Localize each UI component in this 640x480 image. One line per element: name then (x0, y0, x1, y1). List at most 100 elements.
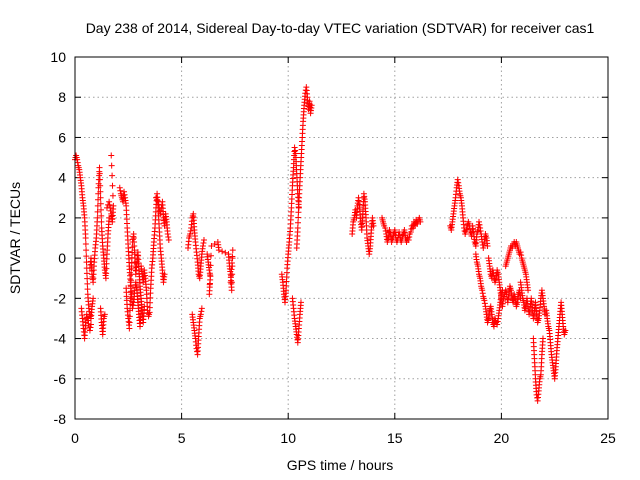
point-cluster-seg-n (289, 295, 304, 346)
data-point (291, 144, 298, 151)
data-point (94, 208, 101, 215)
data-point (84, 275, 91, 282)
data-point (494, 318, 501, 325)
data-point (382, 224, 389, 231)
data-point (199, 243, 206, 250)
data-point (194, 348, 201, 355)
data-point (481, 300, 488, 307)
data-point (96, 170, 103, 177)
data-point (494, 321, 501, 328)
data-point (96, 164, 103, 171)
data-point (106, 198, 113, 205)
data-point (187, 230, 194, 237)
data-point (165, 233, 172, 240)
point-cluster-seg-j (184, 210, 207, 282)
data-point (108, 152, 115, 159)
data-point (479, 290, 486, 297)
data-point (229, 247, 236, 254)
x-axis-label: GPS time / hours (287, 457, 394, 473)
data-point (97, 188, 104, 195)
data-point (84, 317, 91, 324)
data-point (110, 202, 117, 209)
data-point (83, 253, 90, 260)
data-point (94, 214, 101, 221)
data-point (297, 299, 304, 306)
data-point (84, 314, 91, 321)
data-point (198, 305, 205, 312)
y-tick-label: 0 (58, 250, 66, 266)
data-point (101, 311, 108, 318)
data-point (130, 302, 137, 309)
y-tick-label: 6 (58, 129, 66, 145)
y-tick-label: 10 (50, 49, 66, 65)
data-point (455, 179, 462, 186)
data-point (454, 176, 461, 183)
x-tick-label: 15 (387, 430, 403, 446)
data-point (480, 242, 487, 249)
y-tick-label: -4 (54, 331, 67, 347)
data-point (228, 287, 235, 294)
data-point (484, 243, 491, 250)
x-tick-labels: 0 5 10 15 20 25 (71, 430, 616, 446)
data-point (207, 272, 214, 279)
data-point (208, 243, 215, 250)
data-point (84, 286, 91, 293)
data-point (477, 224, 484, 231)
data-point (525, 287, 532, 294)
point-cluster-seg-c (86, 164, 113, 286)
x-tick-label: 20 (494, 430, 510, 446)
data-point (127, 295, 134, 302)
data-point (83, 247, 90, 254)
point-cluster-seg-o (293, 84, 315, 252)
x-tick-label: 10 (280, 430, 296, 446)
data-point (84, 280, 91, 287)
data-point (227, 279, 234, 286)
point-cluster-seg-p (349, 190, 377, 258)
data-point (83, 311, 90, 318)
data-point (127, 289, 134, 296)
data-point (97, 200, 104, 207)
data-point (74, 159, 81, 166)
data-point (83, 270, 90, 277)
data-point (164, 230, 171, 237)
data-point (228, 266, 235, 273)
data-point (108, 162, 115, 169)
data-point (206, 281, 213, 288)
data-point (481, 297, 488, 304)
point-cluster-seg-g (123, 230, 148, 332)
data-point (109, 192, 116, 199)
x-tick-label: 25 (600, 430, 616, 446)
data-point (480, 245, 487, 252)
data-point (219, 248, 226, 255)
point-cluster-seg-x (543, 299, 569, 382)
y-axis-label: SDTVAR / TECUs (7, 182, 23, 294)
data-point (405, 237, 412, 244)
data-point (87, 321, 94, 328)
data-point (295, 204, 302, 211)
point-cluster-seg-e (103, 152, 117, 225)
y-tick-label: -6 (54, 371, 67, 387)
point-cluster-seg-q (379, 214, 424, 246)
data-point (295, 209, 302, 216)
data-point (476, 218, 483, 225)
data-point (82, 235, 89, 241)
data-point (207, 262, 214, 269)
data-point (98, 206, 105, 213)
data-point (477, 227, 484, 234)
data-point (518, 252, 525, 259)
point-cluster-seg-r (447, 176, 491, 252)
data-point (517, 249, 524, 256)
data-point (211, 241, 218, 248)
data-point (295, 214, 302, 221)
data-point (294, 224, 301, 231)
data-point (539, 335, 546, 342)
data-point (197, 311, 204, 318)
data-point (90, 295, 97, 302)
data-point (222, 249, 229, 256)
plot-frame (74, 56, 609, 420)
y-tick-label: -8 (54, 411, 67, 427)
data-point (109, 172, 116, 179)
data-point (370, 222, 377, 229)
x-tick-label: 0 (71, 430, 79, 446)
point-cluster-seg-w (530, 335, 546, 404)
